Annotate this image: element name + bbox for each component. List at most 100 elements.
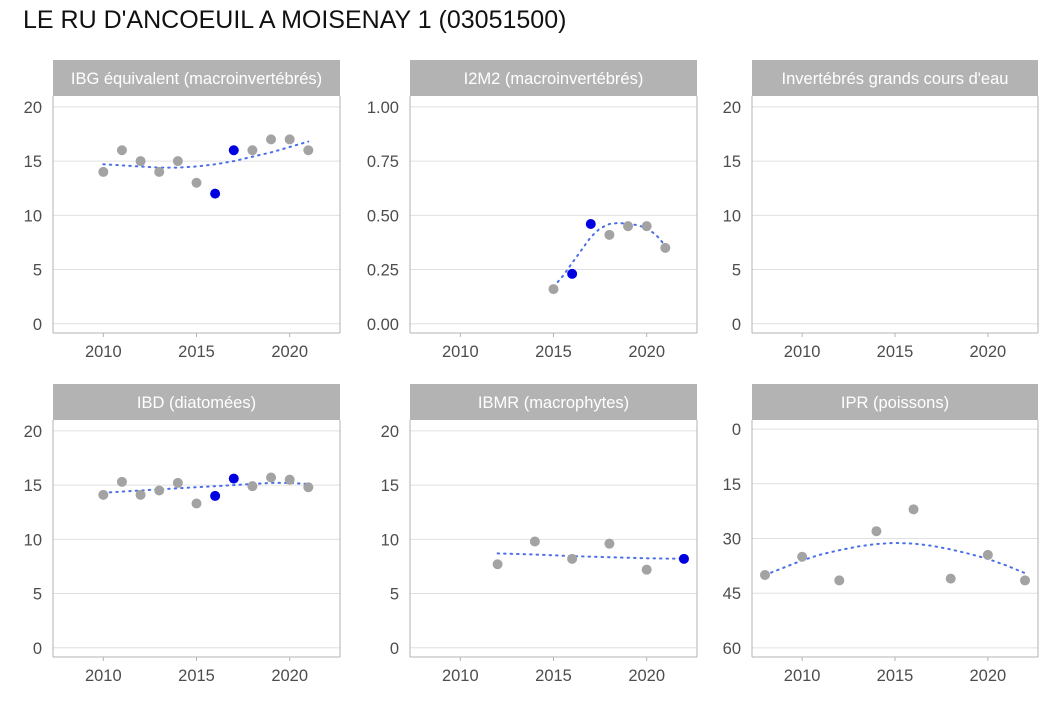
y-tick-label: 10 (24, 207, 42, 225)
y-tick-label: 0 (390, 640, 399, 658)
data-point (604, 229, 615, 240)
data-point (529, 536, 540, 547)
facet-strip (410, 384, 697, 420)
data-point (116, 476, 127, 487)
y-tick-label: 1.00 (367, 99, 399, 117)
y-tick-label: 15 (381, 477, 399, 495)
data-point (284, 474, 295, 485)
facet-panel: Invertébrés grands cours d'eau0510152020… (723, 60, 1039, 361)
data-point (834, 575, 845, 586)
x-tick-label: 2020 (628, 343, 665, 361)
data-point (116, 145, 127, 156)
data-point (641, 564, 652, 575)
x-tick-label: 2010 (442, 667, 479, 685)
y-tick-label: 0 (33, 640, 42, 658)
x-tick-label: 2010 (442, 343, 479, 361)
y-tick-label: 5 (33, 262, 42, 280)
y-tick-label: 15 (24, 153, 42, 171)
x-tick-label: 2010 (85, 343, 122, 361)
y-tick-label: 0.50 (367, 207, 399, 225)
facet-strip-title: IBG équivalent (macroinvertébrés) (71, 70, 322, 88)
x-tick-label: 2020 (969, 343, 1006, 361)
data-point (154, 166, 165, 177)
data-point-highlight (567, 268, 578, 279)
y-tick-label: 20 (723, 99, 741, 117)
facet-strip (410, 60, 697, 96)
data-point-highlight (210, 188, 221, 199)
y-tick-label: 20 (24, 99, 42, 117)
data-point (135, 156, 146, 167)
x-tick-label: 2015 (877, 343, 914, 361)
data-point-highlight (585, 218, 596, 229)
x-tick-label: 2015 (178, 667, 215, 685)
y-tick-label: 0 (732, 421, 741, 439)
x-tick-label: 2010 (784, 667, 821, 685)
y-tick-label: 15 (24, 477, 42, 495)
trend-line (764, 541, 1026, 576)
facet-strip-title: IBMR (macrophytes) (478, 394, 629, 412)
data-point (154, 485, 165, 496)
data-point (623, 221, 634, 232)
facet-panel: IPR (poissons) 0 15 30 45 60 2010 2015 2020 (723, 384, 1039, 685)
y-tick-label: 0.00 (367, 316, 399, 334)
data-point (303, 482, 314, 493)
data-point (135, 489, 146, 500)
data-point (548, 284, 559, 295)
data-point-highlight (678, 553, 689, 564)
data-point (1020, 575, 1030, 586)
facet-strip (752, 384, 1038, 420)
y-tick-label: 10 (723, 207, 741, 225)
data-point (982, 549, 993, 560)
y-tick-label: 5 (33, 586, 42, 604)
data-point (191, 498, 202, 509)
facet-strip (53, 384, 340, 420)
data-point (284, 134, 295, 145)
x-tick-label: 2010 (784, 343, 821, 361)
data-point (247, 145, 258, 156)
facet-strip (53, 60, 340, 96)
data-point (567, 553, 578, 564)
x-tick-label: 2020 (969, 667, 1006, 685)
x-tick-label: 2015 (877, 667, 914, 685)
data-point (908, 504, 919, 515)
facet-strip-title: Invertébrés grands cours d'eau (782, 70, 1009, 88)
data-point (98, 489, 109, 500)
data-point (604, 538, 615, 549)
x-tick-label: 2015 (535, 343, 572, 361)
x-tick-label: 2015 (178, 343, 215, 361)
data-point (98, 166, 109, 177)
facet-strip-title: IPR (poissons) (841, 394, 949, 412)
data-point (172, 156, 183, 167)
y-tick-label: 5 (390, 586, 399, 604)
y-tick-label: 15 (723, 153, 741, 171)
data-point (871, 526, 882, 537)
trend-line (102, 481, 310, 494)
data-point (492, 559, 503, 570)
trend-line (102, 140, 310, 169)
data-point-highlight (228, 145, 239, 156)
y-tick-label: 0 (732, 316, 741, 334)
facet-panel: IBMR (macrophytes) 0 5 10 15 20 2010 2015 2020 (381, 384, 698, 685)
y-tick-label: 20 (24, 423, 42, 441)
y-tick-label: 45 (723, 585, 741, 603)
y-tick-label: 30 (723, 531, 741, 549)
data-point-highlight (210, 490, 221, 501)
y-tick-label: 10 (381, 531, 399, 549)
data-point (660, 242, 671, 253)
x-tick-label: 2020 (628, 667, 665, 685)
facet-panel: I2M2 (macroinvertébrés) 0.00 0.25 0.50 0.75 1… (367, 60, 698, 361)
facet-panel: IBD (diatomées) 0 5 10 15 20 2010 2015 2020 (24, 384, 341, 685)
x-tick-label: 2020 (271, 343, 308, 361)
facet-strip (752, 60, 1038, 96)
data-point (797, 551, 808, 562)
y-tick-label: 60 (723, 640, 741, 658)
x-tick-label: 2010 (85, 667, 122, 685)
data-point (247, 481, 258, 492)
x-tick-label: 2020 (271, 667, 308, 685)
y-tick-label: 5 (732, 262, 741, 280)
data-point (266, 472, 277, 483)
y-tick-label: 20 (381, 423, 399, 441)
data-point (303, 145, 314, 156)
data-point (760, 569, 770, 580)
